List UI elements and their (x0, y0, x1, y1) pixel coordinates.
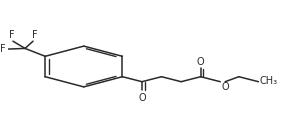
Text: F: F (0, 44, 6, 54)
Text: CH₃: CH₃ (260, 76, 278, 86)
Text: F: F (9, 30, 14, 40)
Text: F: F (32, 30, 37, 40)
Text: O: O (197, 57, 205, 67)
Text: O: O (222, 82, 229, 92)
Text: O: O (138, 93, 146, 103)
